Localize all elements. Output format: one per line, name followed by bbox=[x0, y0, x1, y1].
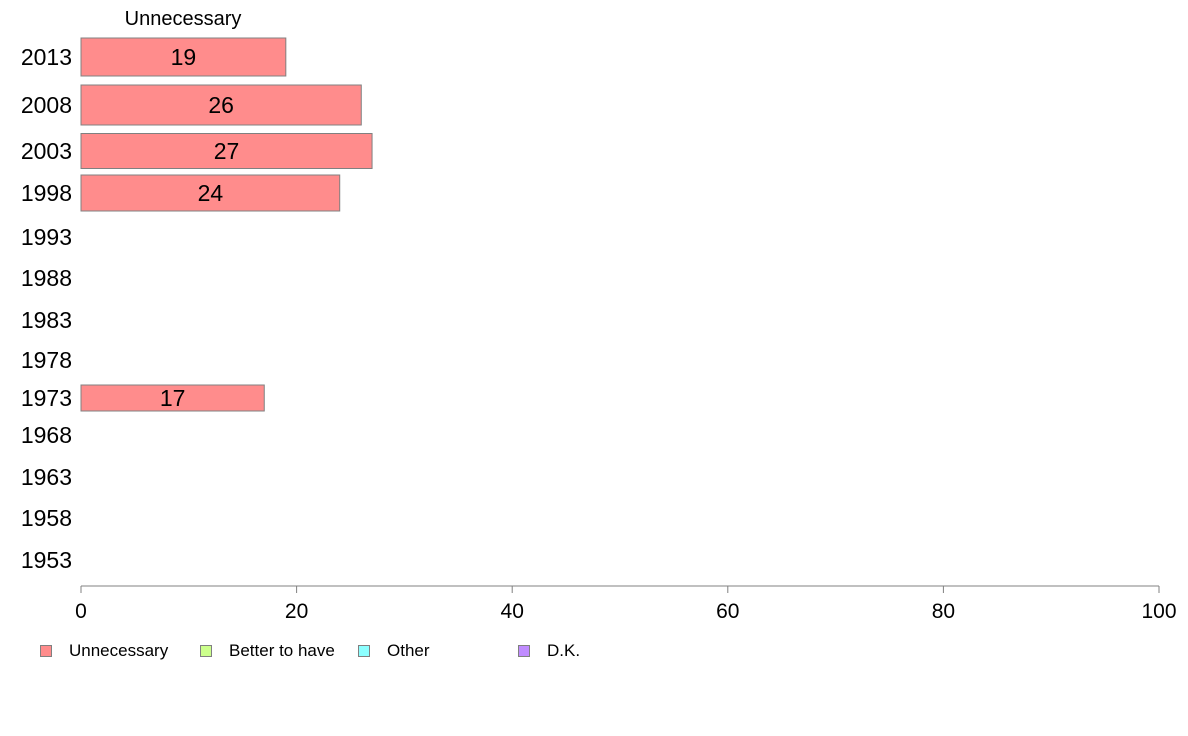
y-tick-label: 1963 bbox=[21, 464, 72, 490]
bar bbox=[80, 384, 265, 412]
legend-item-unnecessary: Unnecessary bbox=[40, 641, 168, 661]
bar bbox=[80, 37, 287, 77]
legend: Unnecessary Better to have Other D.K. bbox=[0, 641, 1188, 661]
legend-label-better-to-have: Better to have bbox=[229, 641, 335, 660]
y-tick-label: 2003 bbox=[21, 138, 72, 164]
x-axis: 0 20 40 60 80 100 bbox=[75, 585, 1177, 623]
legend-swatch-unnecessary bbox=[40, 645, 52, 657]
bars: 19 26 27 24 17 bbox=[80, 37, 373, 412]
legend-swatch-better-to-have bbox=[200, 645, 212, 657]
y-tick-label: 1978 bbox=[21, 347, 72, 373]
y-tick-label: 1998 bbox=[21, 180, 72, 206]
data-label: 26 bbox=[208, 92, 234, 118]
y-tick-label: 1958 bbox=[21, 505, 72, 531]
legend-item-dk: D.K. bbox=[518, 641, 580, 661]
bar bbox=[80, 84, 362, 126]
legend-item-better-to-have: Better to have bbox=[200, 641, 335, 661]
bar bbox=[80, 133, 373, 169]
x-tick-label: 0 bbox=[75, 600, 87, 623]
data-label: 17 bbox=[160, 385, 186, 411]
y-tick-label: 1983 bbox=[21, 307, 72, 333]
y-tick-label: 2008 bbox=[21, 92, 72, 118]
y-tick-label: 1973 bbox=[21, 385, 72, 411]
legend-label-dk: D.K. bbox=[547, 641, 581, 660]
legend-swatch-dk bbox=[518, 645, 530, 657]
y-tick-label: 1988 bbox=[21, 265, 72, 291]
legend-item-other: Other bbox=[358, 641, 430, 661]
x-tick-label: 80 bbox=[932, 600, 955, 623]
y-tick-label: 2013 bbox=[21, 44, 72, 70]
data-label: 19 bbox=[171, 44, 197, 70]
y-tick-label: 1993 bbox=[21, 224, 72, 250]
x-tick-label: 100 bbox=[1141, 600, 1176, 623]
x-tick-label: 60 bbox=[716, 600, 739, 623]
bar bbox=[80, 174, 341, 212]
data-label: 27 bbox=[214, 138, 240, 164]
x-tick-label: 40 bbox=[501, 600, 524, 623]
y-tick-label: 1953 bbox=[21, 547, 72, 573]
data-label: 24 bbox=[198, 180, 224, 206]
y-tick-label: 1968 bbox=[21, 422, 72, 448]
series-title: Unnecessary bbox=[125, 8, 242, 30]
legend-swatch-other bbox=[358, 645, 370, 657]
legend-label-unnecessary: Unnecessary bbox=[69, 641, 169, 660]
y-axis-labels: 2013 2008 2003 1998 1993 1988 1983 1978 1973 1968… bbox=[21, 44, 72, 573]
legend-label-other: Other bbox=[387, 641, 430, 660]
x-tick-label: 20 bbox=[285, 600, 308, 623]
